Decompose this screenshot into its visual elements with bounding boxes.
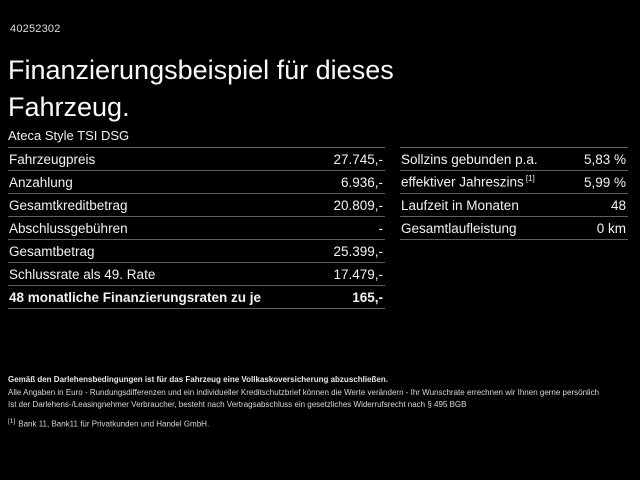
page-title: Finanzierungsbeispiel für dieses Fahrzeu… (8, 55, 394, 122)
terms-row: Sollzins gebunden p.a. 5,83 % (400, 148, 628, 171)
terms-row-value: 48 (610, 197, 626, 213)
financing-row-value: - (378, 220, 384, 236)
financing-table: Fahrzeugpreis 27.745,- Anzahlung 6.936,- Ges… (8, 147, 385, 309)
financing-row-value: 20.809,- (333, 197, 383, 213)
financing-row-label: Schlussrate als 49. Rate (9, 266, 156, 282)
financing-row-value: 27.745,- (333, 151, 383, 167)
disclaimer-rounding-note: Alle Angaben in Euro - Rundungsdifferenz… (8, 387, 600, 397)
disclaimer-withdrawal-note: Ist der Darlehens-/Leasingnehmer Verbrau… (8, 400, 467, 409)
vehicle-name: Ateca Style TSI DSG (8, 128, 130, 143)
terms-row: Gesamtlaufleistung 0 km (400, 217, 628, 240)
terms-table: Sollzins gebunden p.a. 5,83 % effektiver J… (400, 147, 628, 240)
disclaimer-insurance-note: Gemäß den Darlehensbedingungen ist für d… (8, 375, 388, 384)
financing-row: 48 monatliche Finanzierungsraten zu je 16… (8, 286, 385, 309)
bank-footnote: [1] Bank 11, Bank11 für Privatkunden und … (8, 416, 636, 431)
terms-row-value: 0 km (596, 220, 626, 236)
financing-row-label: Gesamtbetrag (9, 243, 95, 259)
financing-row-label: Anzahlung (9, 174, 73, 190)
footnote-marker: [1] (8, 417, 16, 425)
financing-row: Gesamtkreditbetrag 20.809,- (8, 194, 385, 217)
financing-row-value: 165,- (352, 289, 383, 305)
financing-row-label: 48 monatliche Finanzierungsraten zu je (9, 289, 262, 305)
financing-row: Anzahlung 6.936,- (8, 171, 385, 194)
financing-row-value: 25.399,- (333, 243, 383, 259)
footnote-ref: [1] (525, 174, 535, 184)
terms-row-value: 5,99 % (583, 174, 626, 190)
financing-row-label: Gesamtkreditbetrag (9, 197, 128, 213)
terms-row-label: Laufzeit in Monaten (401, 197, 519, 213)
financing-row: Schlussrate als 49. Rate 17.479,- (8, 263, 385, 286)
financing-row-label: Fahrzeugpreis (9, 151, 96, 167)
terms-row-value: 5,83 % (583, 151, 626, 167)
disclaimer: Gemäß den Darlehensbedingungen ist für d… (8, 374, 636, 431)
terms-row: Laufzeit in Monaten 48 (400, 194, 628, 217)
vehicle-id: 40252302 (10, 23, 61, 35)
financing-row: Gesamtbetrag 25.399,- (8, 240, 385, 263)
terms-row: effektiver Jahreszins [1] 5,99 % (400, 171, 628, 194)
footnote-text: Bank 11, Bank11 für Privatkunden und Han… (18, 419, 210, 429)
financing-row: Abschlussgebühren - (8, 217, 385, 240)
financing-row-label: Abschlussgebühren (9, 220, 128, 236)
financing-row: Fahrzeugpreis 27.745,- (8, 148, 385, 171)
financing-row-value: 17.479,- (333, 266, 383, 282)
terms-row-label: Gesamtlaufleistung (401, 220, 517, 236)
terms-row-label: Sollzins gebunden p.a. (401, 151, 538, 167)
terms-row-label: effektiver Jahreszins [1] (401, 174, 535, 190)
financing-row-value: 6.936,- (340, 174, 383, 190)
